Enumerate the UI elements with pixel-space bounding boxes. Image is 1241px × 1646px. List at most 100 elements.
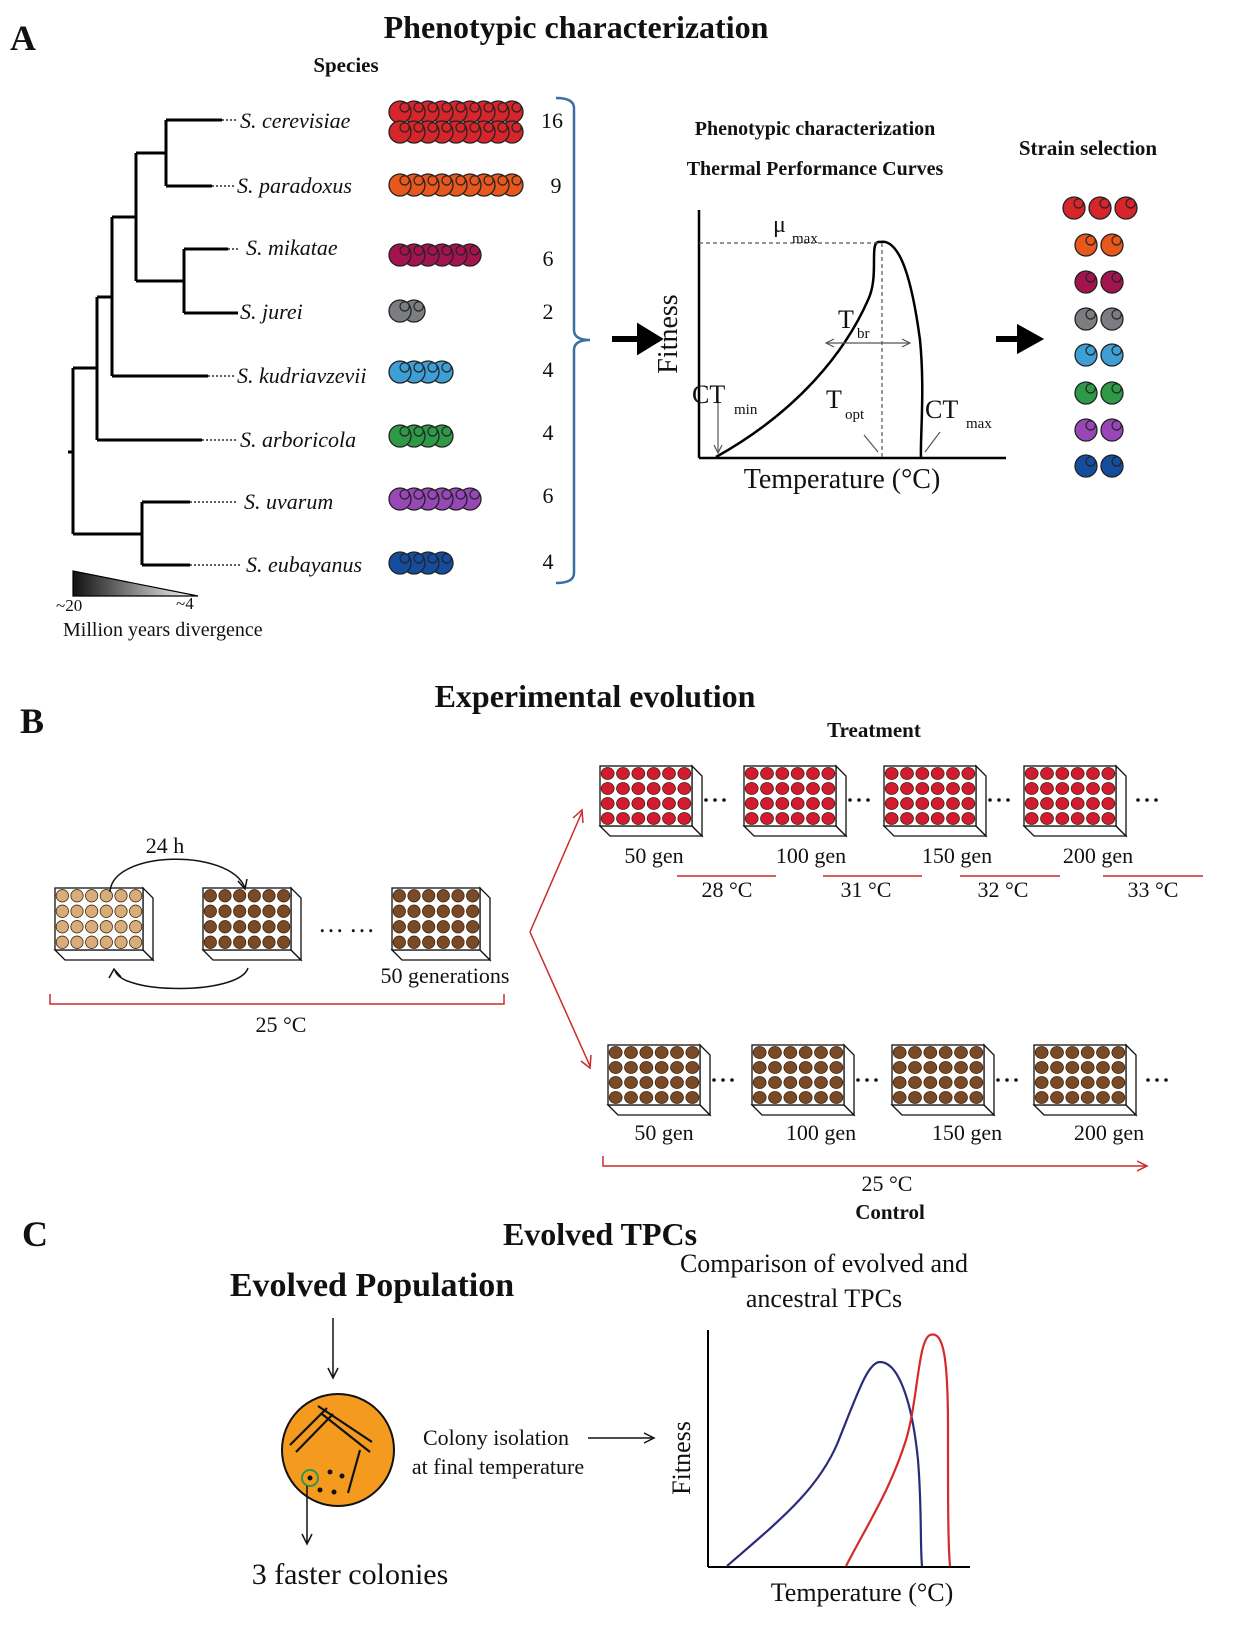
species-name-3: S. jurei (240, 299, 303, 324)
treatment-dots-1 (848, 798, 870, 802)
plate-control-0 (606, 1043, 712, 1117)
evolved-population-label: Evolved Population (230, 1267, 514, 1304)
selected-strain-5-0 (1074, 381, 1098, 405)
transfer-arrowhead-top (237, 878, 248, 891)
population-arrowhead (327, 1367, 339, 1380)
species-header: Species (313, 53, 378, 77)
well-plates (53, 764, 1168, 1117)
ctmin-symbol: CT (692, 380, 725, 409)
selected-strain-4-1 (1100, 343, 1124, 367)
control-label: Control (855, 1200, 925, 1224)
streak-lines (289, 1405, 373, 1494)
tpc-title-line1: Phenotypic characterization (695, 118, 936, 140)
species-name-6: S. uvarum (244, 489, 333, 514)
species-count-1: 9 (551, 173, 562, 198)
scale-caption: Million years divergence (63, 619, 263, 641)
selected-strain-6-0 (1074, 418, 1098, 442)
control-temp-label: 25 °C (862, 1171, 913, 1196)
plate-initial-1 (53, 886, 155, 962)
strain-icon-4-0-0 (388, 360, 412, 384)
plate-treatment-1 (742, 764, 848, 838)
control-dots-2 (996, 1078, 1018, 1082)
panel-b-letter: B (20, 701, 44, 741)
plate-treatment-3 (1022, 764, 1128, 838)
control-gen-3: 200 gen (1074, 1120, 1144, 1145)
ctmin-sub: min (734, 402, 758, 418)
selected-strain-7-1 (1100, 454, 1124, 478)
selected-strain-0-1 (1088, 196, 1112, 220)
isolation-label-line1: Colony isolation (423, 1425, 569, 1450)
strain-icon-6-0-0 (388, 487, 412, 511)
tbr-arrowhead-right (901, 338, 912, 348)
species-name-5: S. arboricola (240, 427, 356, 452)
tbr-arrowhead-left (824, 338, 835, 348)
species-strain-icons (388, 100, 524, 575)
ancestral-tpc-curve (726, 1360, 924, 1567)
selected-strain-5-1 (1100, 381, 1124, 405)
tpc-x-label: Temperature (°C) (744, 464, 941, 495)
strain-selection-title: Strain selection (1019, 136, 1158, 160)
comparison-line1: Comparison of evolved and (680, 1249, 968, 1278)
treatment-gen-3: 200 gen (1063, 843, 1133, 868)
strain-selection-icons (1062, 196, 1138, 478)
cycle-time-label: 24 h (146, 833, 185, 858)
topt-sub: opt (845, 407, 865, 423)
ctmax-pointer (924, 431, 941, 453)
isolation-arrowhead (643, 1432, 656, 1444)
topt-symbol: T (826, 385, 842, 414)
treatment-gen-1: 100 gen (776, 843, 846, 868)
panel-c: C Evolved TPCs Evolved Population 3 fast… (22, 1214, 970, 1607)
split-arrowhead-treatment (572, 808, 584, 824)
mumax-symbol: μ (773, 212, 786, 238)
species-count-4: 4 (543, 357, 554, 382)
species-count-5: 4 (543, 420, 554, 445)
tbr-sub: br (857, 326, 870, 342)
panel-b-title: Experimental evolution (435, 678, 756, 714)
comparison-x-label: Temperature (°C) (771, 1578, 954, 1607)
treatment-dots-3 (1136, 798, 1158, 802)
species-bracket (555, 96, 591, 585)
ctmax-sub: max (966, 416, 992, 432)
control-dots-0 (712, 1078, 734, 1082)
selected-strain-0-0 (1062, 196, 1086, 220)
selected-strain-4-0 (1074, 343, 1098, 367)
plate-control-2 (890, 1043, 996, 1117)
control-dots-3 (1146, 1078, 1168, 1082)
strain-icon-1-0-0 (388, 173, 412, 197)
plate-initial-2 (201, 886, 303, 962)
tpc-y-label: Fitness (653, 294, 684, 373)
comparison-line2: ancestral TPCs (746, 1284, 902, 1313)
tbr-symbol: T (838, 305, 854, 334)
evolved-tpc-curve (845, 1333, 952, 1567)
phylogenetic-tree (68, 118, 238, 567)
control-gen-1: 100 gen (786, 1120, 856, 1145)
selected-strain-0-2 (1114, 196, 1138, 220)
plate-control-3 (1032, 1043, 1138, 1117)
scale-left-label: ~20 (56, 596, 82, 615)
selected-strain-2-1 (1100, 270, 1124, 294)
split-arrowhead-control (580, 1054, 592, 1070)
species-count-0: 16 (541, 108, 563, 133)
ctmax-symbol: CT (925, 395, 958, 424)
plate-treatment-0 (598, 764, 704, 838)
strain-icon-0-0-0 (388, 100, 412, 124)
panel-a-title: Phenotypic characterization (384, 9, 769, 45)
species-name-2: S. mikatae (246, 235, 338, 260)
panel-b: B Experimental evolution Treatment 24 h … (20, 678, 1203, 1224)
panel-a: A Phenotypic characterization Species S.… (10, 9, 1157, 641)
panel-c-title: Evolved TPCs (503, 1216, 697, 1252)
control-timeline (602, 1156, 1146, 1167)
species-name-1: S. paradoxus (237, 173, 352, 198)
tpc-curve (715, 240, 924, 459)
strain-icon-2-0-0 (388, 243, 412, 267)
control-timeline-arrowhead (1136, 1160, 1149, 1172)
tree-dotted-leaders (190, 119, 240, 566)
plate-initial-50 (390, 886, 492, 962)
species-name-0: S. cerevisiae (240, 108, 351, 133)
treatment-temp-0: 28 °C (702, 877, 753, 902)
initial-phase-bracket (49, 994, 505, 1005)
split-arrow-treatment (529, 811, 583, 933)
species-count-7: 4 (543, 549, 554, 574)
